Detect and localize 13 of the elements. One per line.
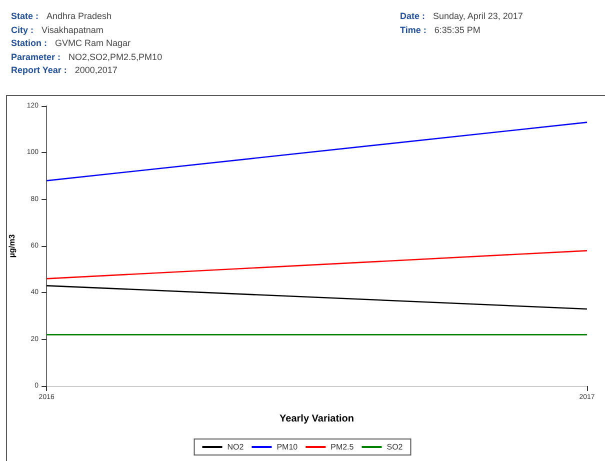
text: Station : GVMC Ram Nagar bbox=[11, 38, 131, 48]
legend-label: PM10 bbox=[276, 442, 298, 452]
x-axis-title: Yearly Variation bbox=[280, 414, 354, 424]
text: Date : Sunday, April 23, 2017 bbox=[400, 11, 523, 21]
text: State : Andhra Pradesh bbox=[11, 11, 112, 21]
legend-label: PM2.5 bbox=[330, 442, 354, 452]
text: Parameter : NO2,SO2,PM2.5,PM10 bbox=[11, 52, 162, 62]
text: Report Year : 2000,2017 bbox=[11, 65, 118, 75]
text: Time : 6:35:35 PM bbox=[400, 24, 480, 34]
legend-label: NO2 bbox=[227, 442, 244, 452]
y-axis-title: µg/m3 bbox=[8, 234, 16, 258]
legend-label: SO2 bbox=[386, 442, 404, 452]
text: City : Visakhapatnam bbox=[11, 24, 104, 34]
